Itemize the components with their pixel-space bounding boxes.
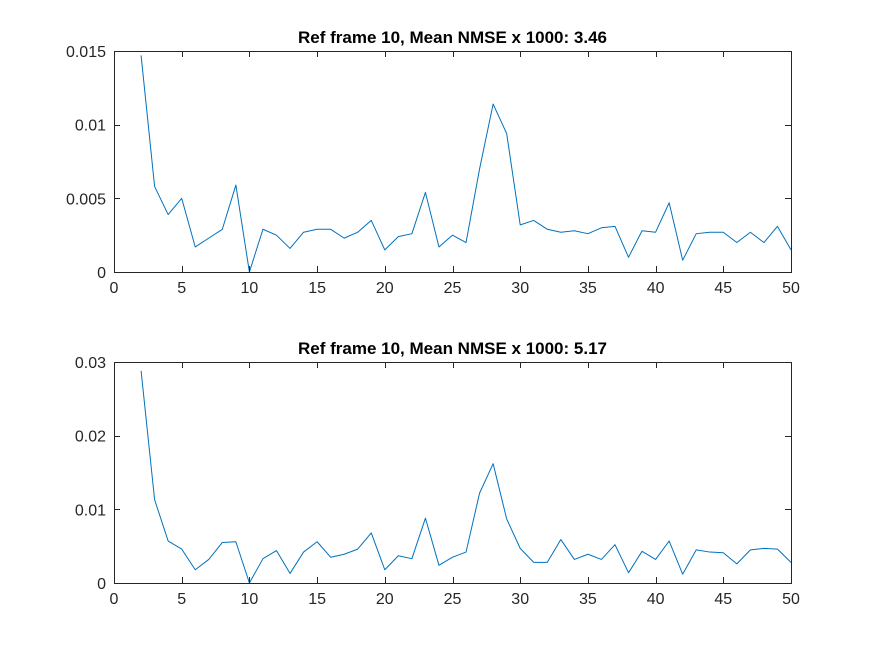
y-tick-label: 0.005 — [66, 191, 106, 208]
y-tick-label: 0.01 — [75, 502, 106, 519]
x-tick-label: 0 — [110, 591, 119, 608]
y-tick-label: 0.02 — [75, 429, 106, 446]
plot-area — [114, 51, 791, 272]
x-tick-label: 15 — [308, 591, 326, 608]
bottom-subplot: 0 5 10 15 20 25 30 35 40 45 50 0 0.01 0.02 0.03 Ref fra… — [75, 339, 800, 608]
x-tick-label: 45 — [714, 280, 732, 297]
x-tick-label: 35 — [579, 280, 597, 297]
x-tick-label: 35 — [579, 591, 597, 608]
x-tick-label: 40 — [647, 280, 665, 297]
chart-title: Ref frame 10, Mean NMSE x 1000: 5.17 — [298, 339, 607, 358]
x-tick-label: 10 — [241, 280, 259, 297]
y-tick-label: 0.015 — [66, 44, 106, 61]
x-tick-label: 10 — [241, 591, 259, 608]
x-tick-label: 30 — [511, 280, 529, 297]
plot-area — [114, 362, 791, 583]
x-tick-label: 5 — [177, 591, 186, 608]
y-tick-label: 0.03 — [75, 355, 106, 372]
chart-title: Ref frame 10, Mean NMSE x 1000: 3.46 — [298, 28, 607, 47]
x-tick-label: 25 — [444, 591, 462, 608]
y-tick-label: 0 — [97, 576, 106, 593]
x-tick-label: 5 — [177, 280, 186, 297]
x-tick-label: 30 — [511, 591, 529, 608]
y-tick-label: 0 — [97, 265, 106, 282]
x-tick-label: 50 — [782, 591, 800, 608]
y-tick-label: 0.01 — [75, 118, 106, 135]
x-tick-label: 20 — [376, 591, 394, 608]
x-tick-label: 15 — [308, 280, 326, 297]
x-tick-label: 50 — [782, 280, 800, 297]
x-tick-label: 20 — [376, 280, 394, 297]
x-tick-label: 40 — [647, 591, 665, 608]
top-subplot: 0 5 10 15 20 25 30 35 40 45 50 0 0.005 0.01 0.015 Ref f… — [66, 28, 800, 297]
x-tick-label: 45 — [714, 591, 732, 608]
x-tick-label: 25 — [444, 280, 462, 297]
x-tick-label: 0 — [110, 280, 119, 297]
